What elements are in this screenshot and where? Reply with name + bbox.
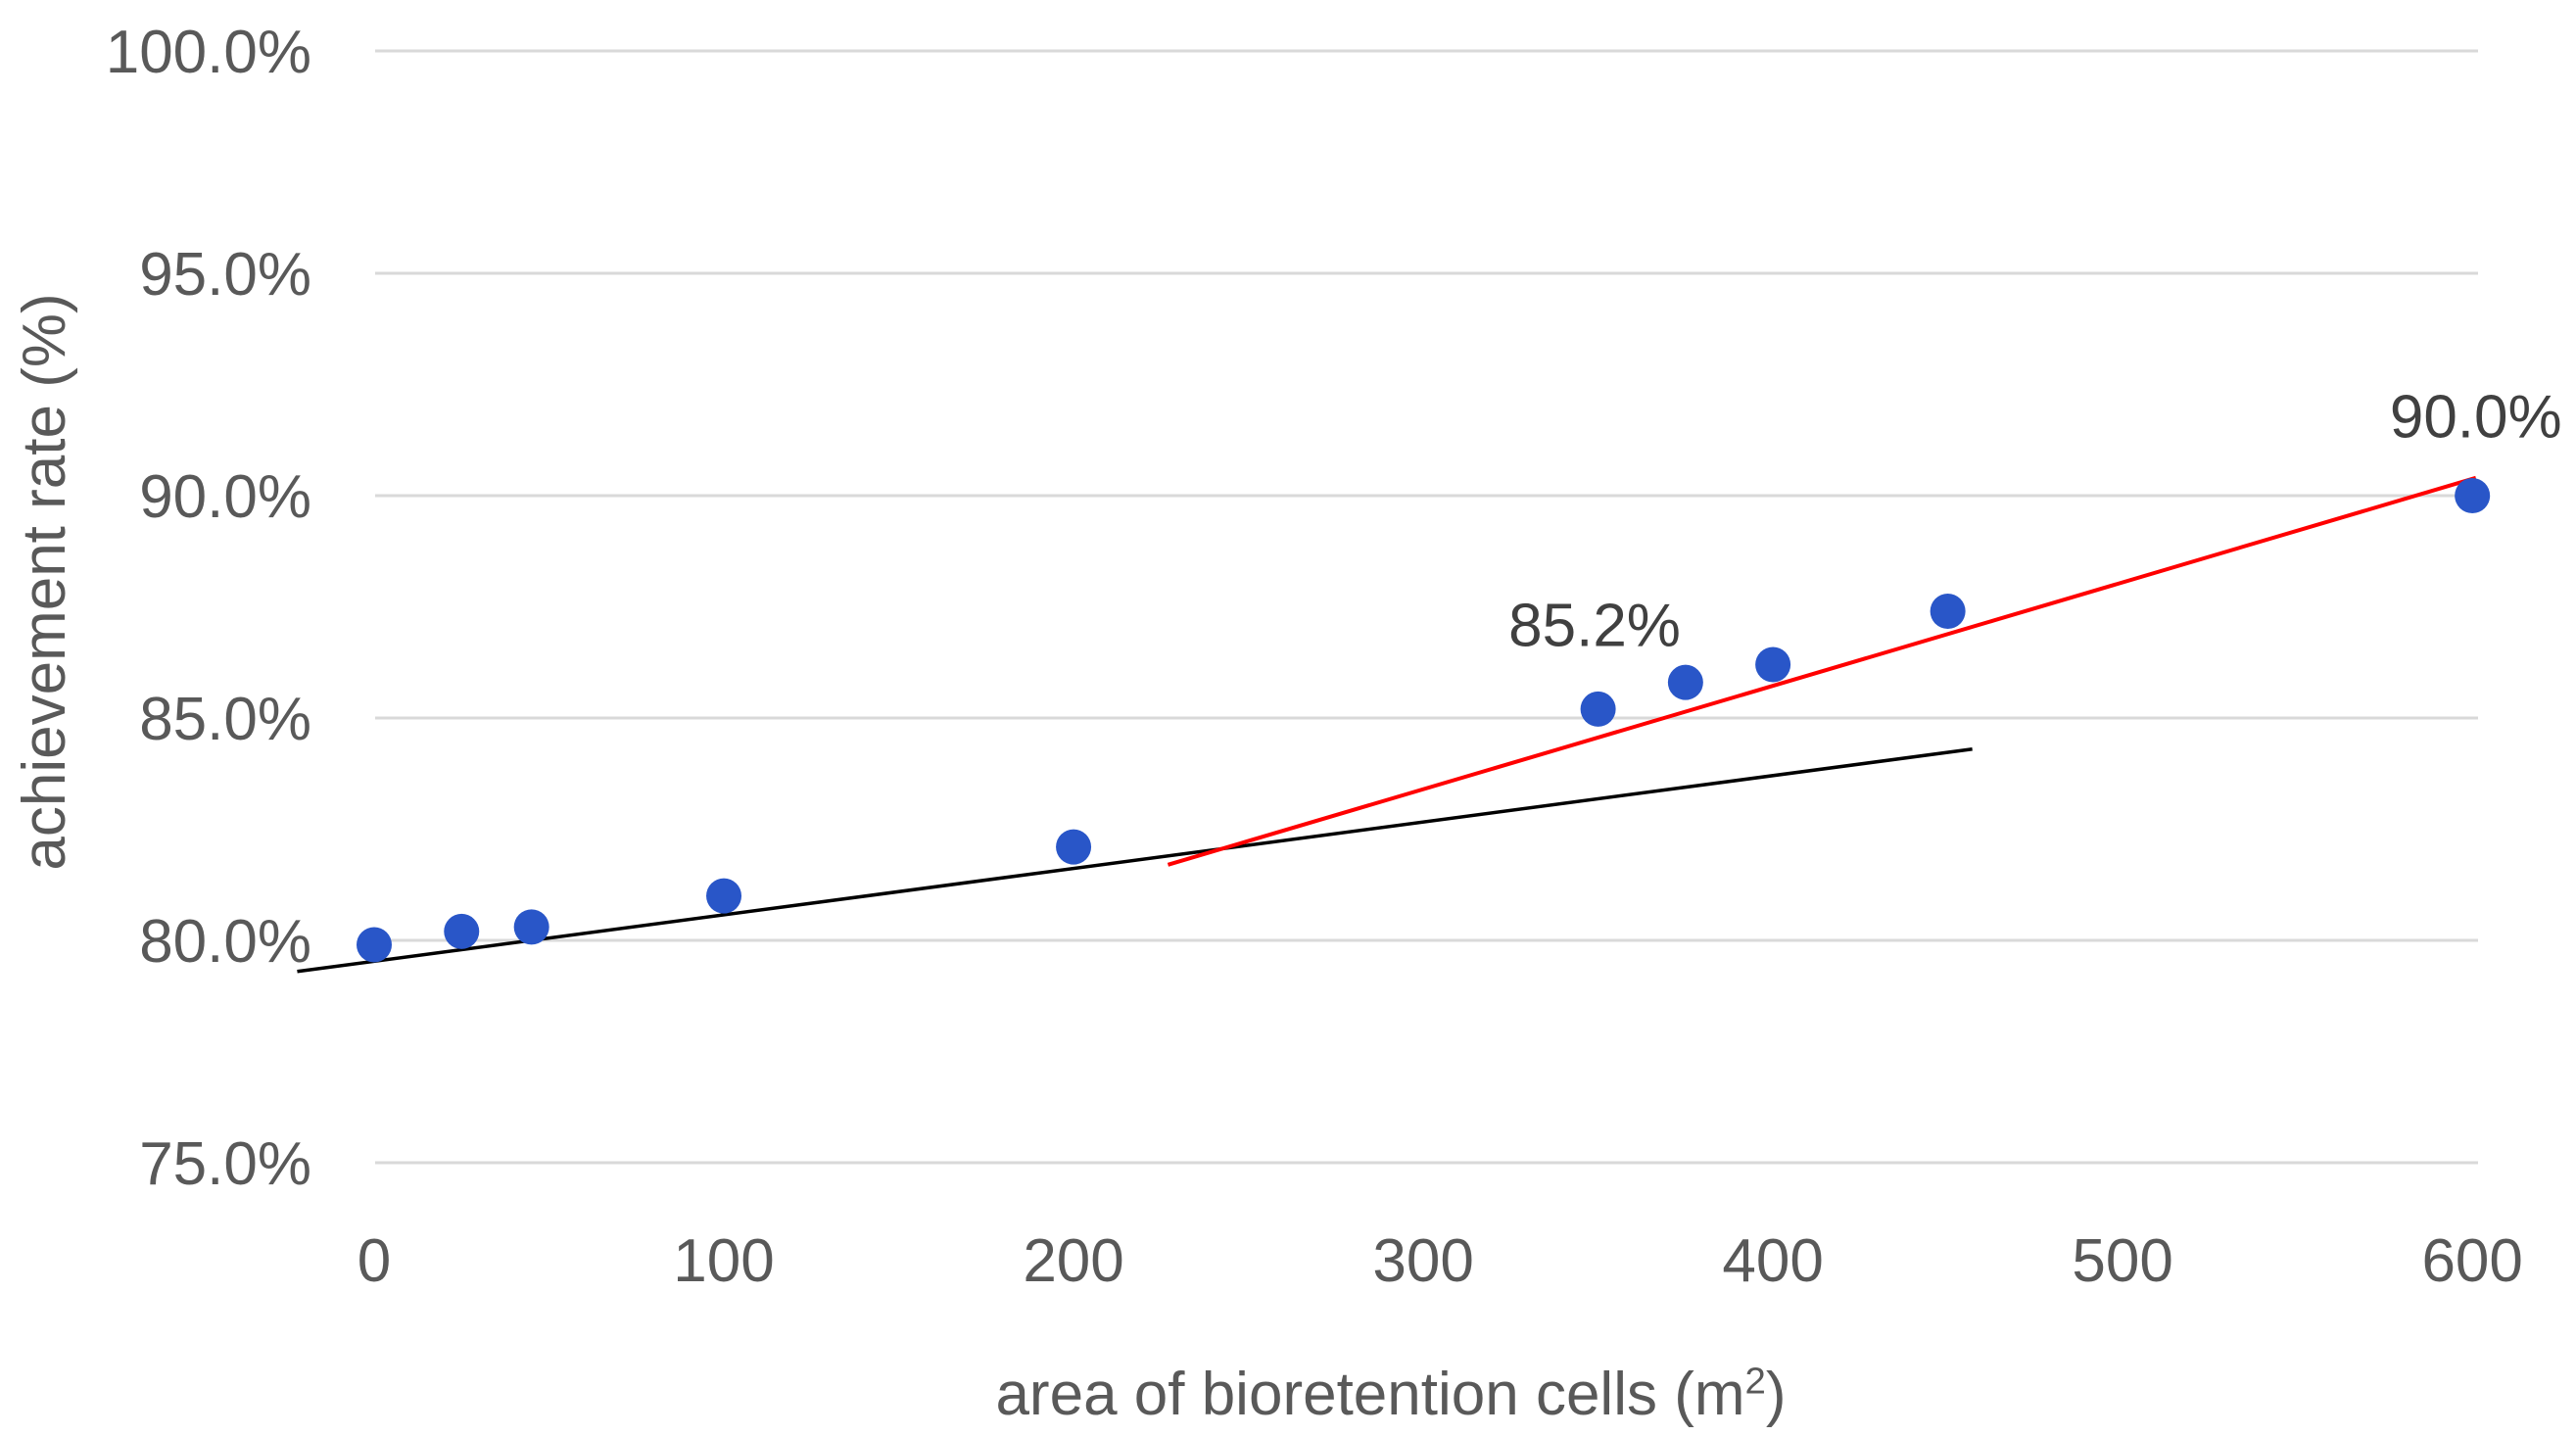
y-tick-label: 100.0% (106, 19, 311, 86)
x-tick-label: 600 (2421, 1227, 2522, 1295)
data-point (1667, 664, 1703, 700)
data-point (1580, 691, 1616, 727)
data-point (706, 878, 742, 914)
x-tick-label: 200 (1023, 1227, 1123, 1295)
x-axis-title-text: area of bioretention cells (m (995, 1361, 1745, 1428)
y-tick-label: 95.0% (139, 241, 311, 309)
y-tick-label: 85.0% (139, 686, 311, 753)
data-point (444, 913, 480, 949)
y-tick-label: 90.0% (139, 463, 311, 531)
x-tick-label: 400 (1722, 1227, 1823, 1295)
data-label: 90.0% (2390, 383, 2562, 451)
data-label: 85.2% (1508, 593, 1681, 660)
data-point (1930, 594, 1966, 630)
y-axis-title: achievement rate (%) (11, 293, 78, 871)
y-tick-label: 75.0% (139, 1130, 311, 1198)
x-axis-title-close: ) (1765, 1361, 1787, 1428)
trendline-upper-red (1167, 475, 2477, 867)
x-axis-title-superscript: 2 (1744, 1360, 1766, 1403)
x-tick-label: 0 (358, 1227, 391, 1295)
data-point (1755, 646, 1791, 683)
x-tick-label: 100 (673, 1227, 774, 1295)
trendline-lower-black (297, 747, 1973, 974)
data-point (357, 927, 392, 963)
y-tick-label: 80.0% (139, 908, 311, 976)
x-axis-title: area of bioretention cells (m2) (803, 1358, 1979, 1432)
x-tick-label: 500 (2072, 1227, 2172, 1295)
data-point (1056, 829, 1092, 865)
x-tick-label: 300 (1372, 1227, 1473, 1295)
data-point (513, 909, 549, 945)
data-point (2455, 478, 2491, 513)
